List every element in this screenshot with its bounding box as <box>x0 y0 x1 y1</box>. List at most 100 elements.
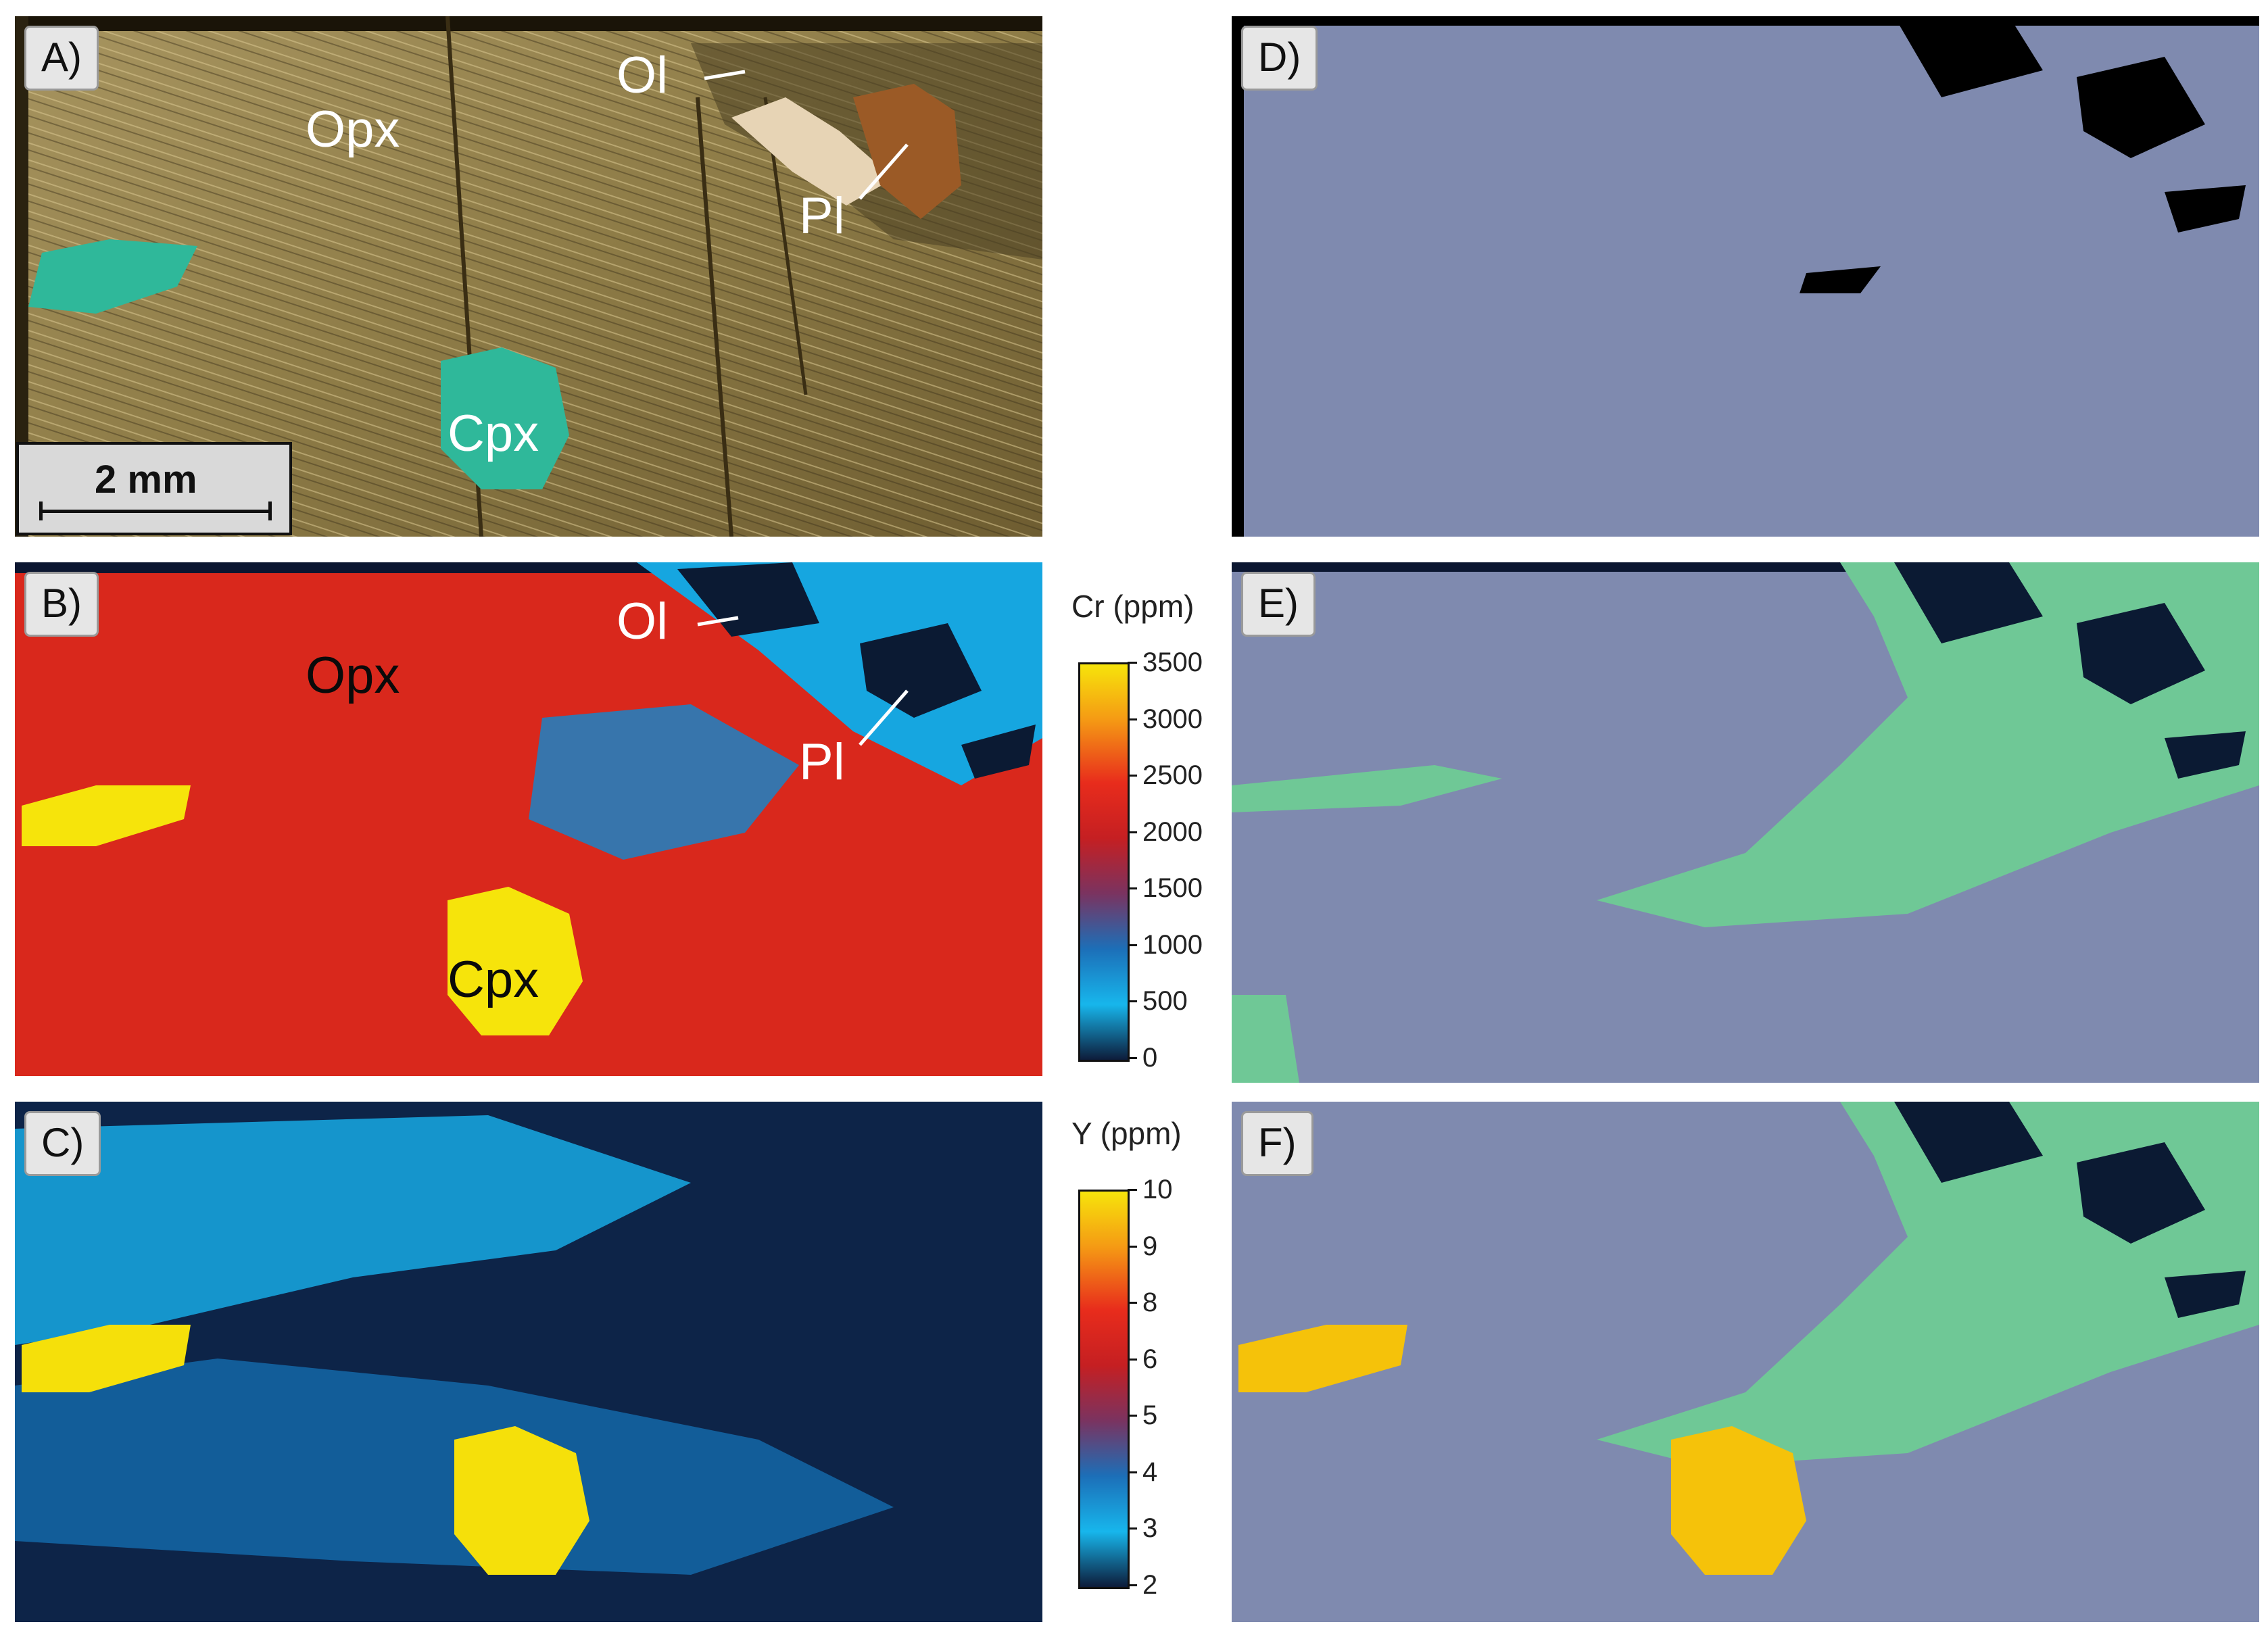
cr-low-zone-center <box>529 704 799 860</box>
label-ol: Ol <box>617 47 668 104</box>
panel-b-image <box>15 562 1042 1076</box>
y-cpx-left <box>22 1325 191 1392</box>
cr-tick-label: 3500 <box>1142 647 1203 677</box>
cr-pl-pointer <box>859 689 909 746</box>
panel-b-label: B) <box>24 572 99 637</box>
d-olivine <box>1894 16 2043 97</box>
cr-tick-label: 0 <box>1142 1043 1158 1073</box>
y-tick-label: 2 <box>1142 1570 1158 1600</box>
y-tick-mark <box>1128 1584 1137 1586</box>
scale-bar-cap-left <box>39 502 43 520</box>
y-tick-label: 9 <box>1142 1231 1158 1261</box>
label-cpx-b: Cpx <box>448 951 539 1008</box>
cr-tick-mark <box>1128 775 1137 777</box>
cr-tick-label: 2500 <box>1142 760 1203 791</box>
y-colorbar-gradient <box>1078 1190 1130 1589</box>
y-tick-label: 5 <box>1142 1400 1158 1431</box>
cr-tick-mark <box>1128 944 1137 946</box>
y-tick-mark <box>1128 1358 1137 1361</box>
cr-tick-mark <box>1128 887 1137 890</box>
ol-pointer <box>704 70 746 80</box>
panel-c-image <box>15 1102 1042 1622</box>
panel-b-cr-map: B) Opx Ol Pl Cpx <box>15 562 1042 1076</box>
cr-colorbar: Cr (ppm) 3500 3000 2500 2000 1500 1000 500 0 <box>1065 588 1220 1073</box>
label-cpx: Cpx <box>448 405 539 462</box>
y-tick-mark <box>1128 1527 1137 1530</box>
e-olivine <box>1894 562 2043 643</box>
cr-tick-mark <box>1128 831 1137 833</box>
panel-e-cluster-map: E) <box>1232 562 2259 1083</box>
cpx-grain-left <box>28 239 197 314</box>
panel-a-image <box>15 16 1042 537</box>
e-green-band <box>1232 765 1502 812</box>
y-tick-mark <box>1128 1302 1137 1304</box>
panel-c-label: C) <box>24 1111 101 1176</box>
panel-f-image <box>1232 1102 2259 1622</box>
cr-cpx-left <box>22 785 191 846</box>
d-plagioclase <box>2077 57 2205 158</box>
panel-e-label: E) <box>1241 572 1316 637</box>
y-tick-mark <box>1128 1471 1137 1473</box>
panel-d-image <box>1232 16 2259 537</box>
f-plagioclase <box>2077 1142 2205 1244</box>
scale-bar-line <box>39 510 272 513</box>
label-opx-b: Opx <box>306 647 400 704</box>
cr-colorbar-title: Cr (ppm) <box>1071 589 1195 624</box>
cr-colorbar-gradient <box>1078 662 1130 1062</box>
label-pl-b: Pl <box>799 733 845 791</box>
label-opx: Opx <box>306 101 400 158</box>
panel-f-cluster-map: F) <box>1232 1102 2259 1622</box>
y-colorbar: Y (ppm) 10 9 8 6 5 4 3 2 <box>1065 1115 1220 1600</box>
panel-c-y-map: C) <box>15 1102 1042 1622</box>
plagioclase-grain <box>731 97 894 205</box>
y-tick-label: 6 <box>1142 1344 1158 1374</box>
y-tick-label: 8 <box>1142 1288 1158 1318</box>
y-tick-mark <box>1128 1245 1137 1248</box>
cr-plagioclase-hole <box>860 623 982 718</box>
cr-tick-label: 500 <box>1142 986 1188 1017</box>
cr-tick-label: 2000 <box>1142 816 1203 847</box>
cr-olivine-hole <box>677 562 819 637</box>
panel-d-label: D) <box>1241 26 1318 91</box>
scale-bar-cap-right <box>268 502 272 520</box>
scale-bar: 2 mm <box>16 442 292 535</box>
cr-tick-mark <box>1128 1057 1137 1059</box>
f-cpx-center <box>1671 1426 1806 1575</box>
scale-bar-text: 2 mm <box>95 458 197 502</box>
f-olivine <box>1894 1102 2043 1183</box>
cr-tick-mark <box>1128 718 1137 720</box>
y-colorbar-title: Y (ppm) <box>1071 1116 1182 1151</box>
cr-tick-label: 1000 <box>1142 929 1203 960</box>
y-tick-label: 10 <box>1142 1175 1173 1204</box>
y-cpx-center <box>454 1426 589 1575</box>
cr-ol-pointer <box>697 616 739 627</box>
cr-dark-vein <box>961 725 1036 779</box>
y-tick-mark <box>1128 1189 1137 1191</box>
e-green-corner <box>1232 995 1299 1083</box>
cr-tick-mark <box>1128 1000 1137 1003</box>
cpx-grain-center <box>441 347 569 489</box>
e-vein <box>2165 731 2246 779</box>
cr-tick-mark <box>1128 662 1137 664</box>
panel-a-label: A) <box>24 26 99 91</box>
y-tick-label: 4 <box>1142 1457 1158 1487</box>
cr-tick-label: 1500 <box>1142 873 1203 904</box>
panel-d-cluster-map: D) <box>1232 16 2259 537</box>
y-mid-zone-upper <box>15 1115 691 1345</box>
y-tick-mark <box>1128 1415 1137 1417</box>
panel-a-photomicrograph: A) Opx Ol Pl Cpx 2 mm <box>15 16 1042 537</box>
label-pl: Pl <box>799 187 845 245</box>
panel-f-label: F) <box>1241 1111 1313 1176</box>
f-cpx-left <box>1238 1325 1407 1392</box>
cr-cpx-center <box>448 887 583 1035</box>
panel-e-image <box>1232 562 2259 1083</box>
d-vein <box>2165 185 2246 233</box>
e-plagioclase <box>2077 603 2205 704</box>
pl-pointer <box>859 143 909 200</box>
d-spot <box>1800 266 1881 293</box>
y-tick-label: 3 <box>1142 1513 1158 1544</box>
cr-tick-label: 3000 <box>1142 704 1203 734</box>
olivine-grain <box>853 84 961 219</box>
f-vein <box>2165 1271 2246 1318</box>
label-ol-b: Ol <box>617 593 668 650</box>
